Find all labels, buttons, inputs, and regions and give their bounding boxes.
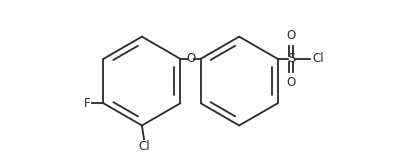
Text: F: F [84, 97, 91, 110]
Text: O: O [186, 52, 195, 65]
Text: S: S [287, 52, 296, 65]
Text: Cl: Cl [138, 140, 150, 153]
Text: O: O [287, 76, 296, 88]
Text: O: O [287, 29, 296, 42]
Text: Cl: Cl [312, 52, 324, 65]
